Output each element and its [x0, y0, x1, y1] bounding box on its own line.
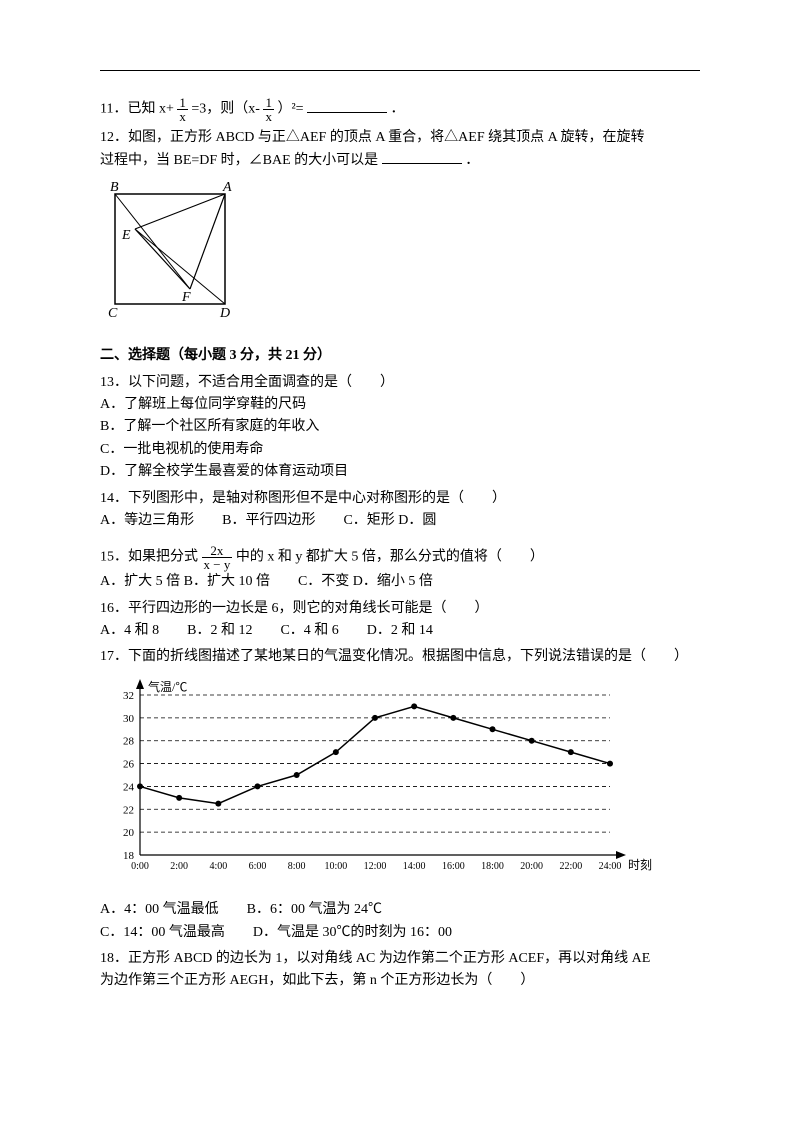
page: 11．已知 x+ 1 x =3，则（x- 1 x ）²= ． 12．如图，正方形… [0, 0, 800, 1132]
q17-opts-line1: A．4：00 气温最低 B．6：00 气温为 24℃ [100, 899, 700, 921]
frac-den: x − y [202, 558, 233, 571]
q18-line1: 18．正方形 ABCD 的边长为 1，以对角线 AC 为边作第二个正方形 ACE… [100, 948, 700, 970]
q14-stem: 14．下列图形中，是轴对称图形但不是中心对称图形的是（ ） [100, 488, 700, 510]
q15-post: 中的 x 和 y 都扩大 5 倍，那么分式的值将（ ） [236, 550, 544, 565]
label-f: F [181, 290, 191, 305]
temperature-chart-svg: 18202224262830320:002:004:006:008:0010:0… [100, 675, 660, 885]
q16-stem: 16．平行四边形的一边长是 6，则它的对角线长可能是（ ） [100, 598, 700, 620]
fraction-1-over-x: 1 x [177, 96, 188, 123]
label-b: B [110, 180, 119, 195]
q12-line2-post: ． [465, 153, 479, 168]
square-abcd-svg: B A C D E F [100, 179, 240, 319]
svg-text:24:00: 24:00 [599, 861, 622, 872]
svg-text:12:00: 12:00 [364, 861, 387, 872]
temperature-chart: 18202224262830320:002:004:006:008:0010:0… [100, 675, 700, 893]
question-16: 16．平行四边形的一边长是 6，则它的对角线长可能是（ ） A．4 和 8 B．… [100, 598, 700, 643]
frac-num: 1 [177, 96, 188, 110]
q16-opts: A．4 和 8 B．2 和 12 C．4 和 6 D．2 和 14 [100, 620, 700, 642]
svg-text:0:00: 0:00 [131, 861, 149, 872]
svg-text:气温/℃: 气温/℃ [148, 679, 187, 694]
svg-text:18:00: 18:00 [481, 861, 504, 872]
svg-text:6:00: 6:00 [249, 861, 267, 872]
top-divider [100, 70, 700, 71]
q13-optC: C．一批电视机的使用寿命 [100, 439, 700, 461]
svg-text:26: 26 [123, 758, 135, 770]
q15-pre: 15．如果把分式 [100, 550, 198, 565]
frac-num: 1 [263, 96, 274, 110]
question-18: 18．正方形 ABCD 的边长为 1，以对角线 AC 为边作第二个正方形 ACE… [100, 948, 700, 993]
label-a: A [222, 180, 232, 195]
svg-text:20: 20 [123, 827, 135, 839]
svg-text:时刻: 时刻 [628, 858, 652, 872]
svg-text:32: 32 [123, 690, 134, 702]
q14-opts: A．等边三角形 B．平行四边形 C．矩形 D．圆 [100, 510, 700, 532]
q13-optA: A．了解班上每位同学穿鞋的尺码 [100, 394, 700, 416]
svg-text:10:00: 10:00 [324, 861, 347, 872]
q18-line2: 为边作第三个正方形 AEGH，如此下去，第 n 个正方形边长为（ ） [100, 970, 700, 992]
q13-stem: 13．以下问题，不适合用全面调查的是（ ） [100, 372, 700, 394]
q11-suffix: ）²= [277, 102, 303, 117]
q13-optD: D．了解全校学生最喜爱的体育运动项目 [100, 461, 700, 483]
svg-text:4:00: 4:00 [209, 861, 227, 872]
answer-blank [307, 98, 387, 113]
q12-line2-pre: 过程中，当 BE=DF 时，∠BAE 的大小可以是 [100, 153, 378, 168]
frac-den: x [263, 110, 274, 123]
question-17: 17．下面的折线图描述了某地某日的气温变化情况。根据图中信息，下列说法错误的是（… [100, 646, 700, 668]
question-14: 14．下列图形中，是轴对称图形但不是中心对称图形的是（ ） A．等边三角形 B．… [100, 488, 700, 533]
svg-text:20:00: 20:00 [520, 861, 543, 872]
question-13: 13．以下问题，不适合用全面调查的是（ ） A．了解班上每位同学穿鞋的尺码 B．… [100, 372, 700, 484]
frac-den: x [177, 110, 188, 123]
fraction-2x-over-x-minus-y: 2x x − y [202, 544, 233, 571]
answer-blank [382, 149, 462, 164]
label-e: E [121, 228, 131, 243]
section-title-2: 二、选择题（每小题 3 分，共 21 分） [100, 345, 700, 367]
q17-stem: 17．下面的折线图描述了某地某日的气温变化情况。根据图中信息，下列说法错误的是（… [100, 646, 700, 668]
svg-text:24: 24 [123, 781, 135, 793]
q15-opts: A．扩大 5 倍 B．扩大 10 倍 C．不变 D．缩小 5 倍 [100, 571, 700, 593]
geometry-figure: B A C D E F [100, 179, 700, 327]
q13-optB: B．了解一个社区所有家庭的年收入 [100, 416, 700, 438]
label-d: D [219, 306, 230, 319]
q17-opts-line2: C．14：00 气温最高 D．气温是 30℃的时刻为 16：00 [100, 922, 700, 944]
question-15: 15．如果把分式 2x x − y 中的 x 和 y 都扩大 5 倍，那么分式的… [100, 544, 700, 593]
svg-text:14:00: 14:00 [403, 861, 426, 872]
svg-text:2:00: 2:00 [170, 861, 188, 872]
q11-end: ． [391, 102, 405, 117]
svg-text:16:00: 16:00 [442, 861, 465, 872]
svg-text:8:00: 8:00 [288, 861, 306, 872]
svg-text:30: 30 [123, 713, 135, 725]
fraction-1-over-x-2: 1 x [263, 96, 274, 123]
svg-text:28: 28 [123, 736, 135, 748]
q17-options: A．4：00 气温最低 B．6：00 气温为 24℃ C．14：00 气温最高 … [100, 899, 700, 944]
question-12: 12．如图，正方形 ABCD 与正△AEF 的顶点 A 重合，将△AEF 绕其顶… [100, 127, 700, 173]
q12-line1: 12．如图，正方形 ABCD 与正△AEF 的顶点 A 重合，将△AEF 绕其顶… [100, 127, 700, 149]
question-11: 11．已知 x+ 1 x =3，则（x- 1 x ）²= ． [100, 96, 700, 123]
label-c: C [108, 306, 118, 319]
frac-num: 2x [202, 544, 233, 558]
q11-prefix: 11．已知 x+ [100, 102, 174, 117]
svg-text:22: 22 [123, 804, 134, 816]
q11-mid: =3，则（x- [191, 102, 260, 117]
svg-text:22:00: 22:00 [559, 861, 582, 872]
